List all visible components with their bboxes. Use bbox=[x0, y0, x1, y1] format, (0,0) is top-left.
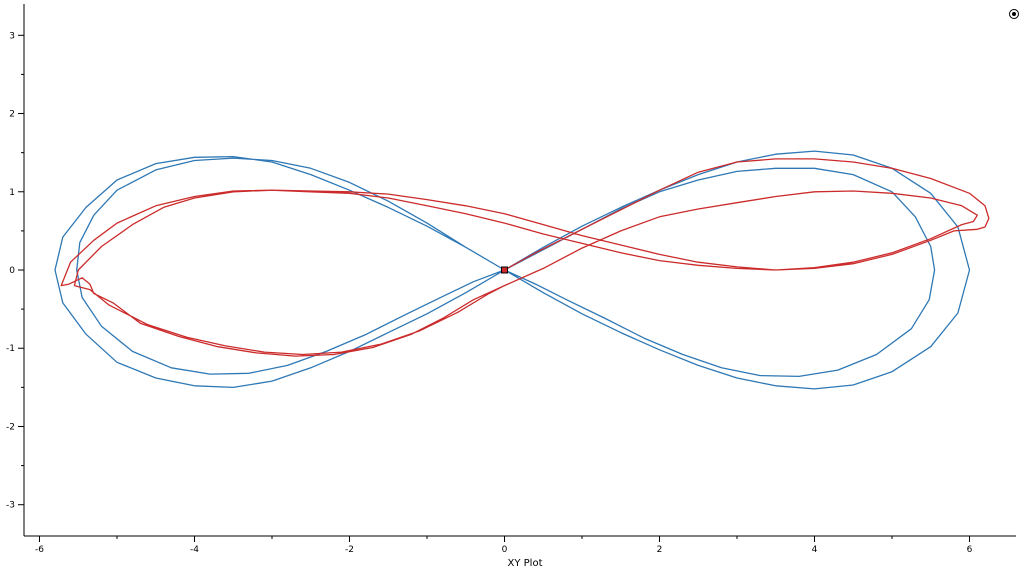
x-axis-title: XY Plot bbox=[508, 558, 543, 568]
series-line-2 bbox=[60, 158, 990, 357]
x-tick-label: 0 bbox=[502, 545, 508, 555]
y-tick-label: 3 bbox=[9, 31, 15, 41]
x-tick-label: -2 bbox=[345, 545, 354, 555]
x-tick-label: -4 bbox=[190, 545, 199, 555]
y-tick-label: 2 bbox=[9, 110, 15, 120]
target-icon[interactable] bbox=[1009, 9, 1019, 19]
origin-marker-layer bbox=[501, 266, 508, 274]
x-tick-label: 4 bbox=[812, 545, 818, 555]
y-tick-label: 0 bbox=[9, 266, 15, 276]
x-tick-label: 2 bbox=[657, 545, 663, 555]
x-tick-label: -6 bbox=[35, 545, 44, 555]
series-layer bbox=[54, 150, 990, 390]
series-line-1 bbox=[54, 150, 971, 390]
y-tick-label: -1 bbox=[6, 344, 15, 354]
axis-ticks: -6 -4 -2 0 2 4 6 3 2 1 0 -1 -2 -3 bbox=[6, 4, 1016, 555]
y-tick-label: -2 bbox=[6, 422, 15, 432]
y-tick-label: -3 bbox=[6, 501, 15, 511]
y-tick-label: 1 bbox=[9, 188, 15, 198]
x-tick-label: 6 bbox=[967, 545, 973, 555]
origin-marker bbox=[501, 266, 508, 274]
